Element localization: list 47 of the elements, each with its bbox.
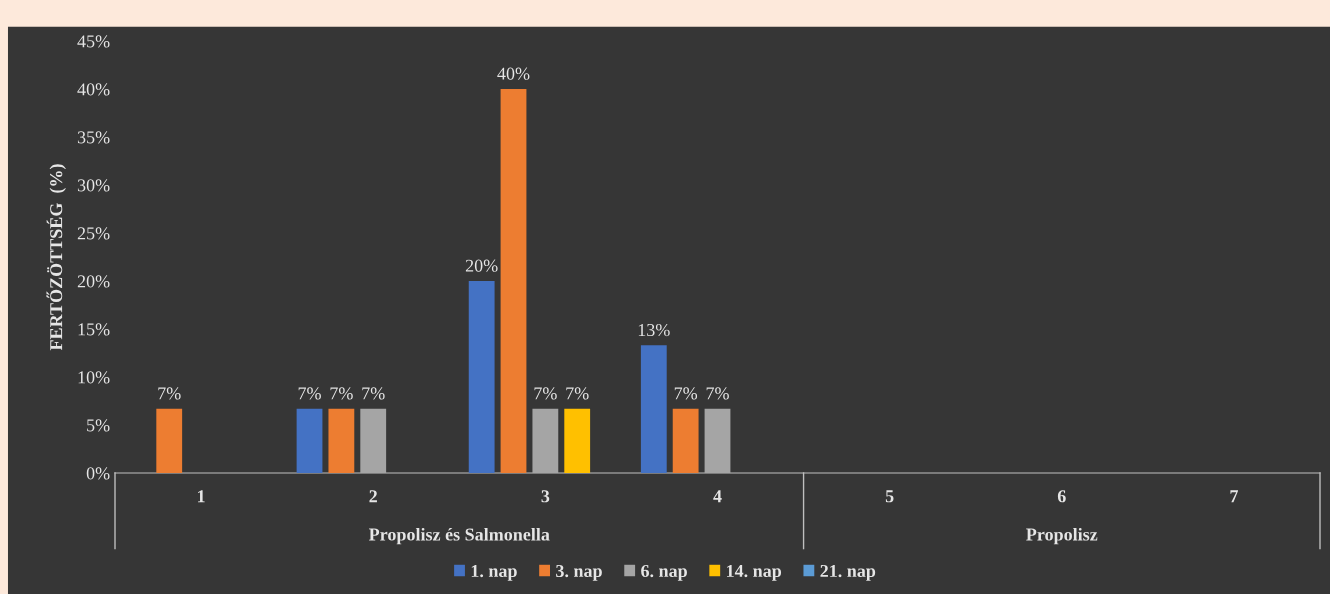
y-tick-label: 15% [78,323,110,336]
bar [296,408,323,473]
x-tick-label: 4 [713,490,722,503]
data-label: 7% [330,387,353,400]
y-tick-label: 45% [77,35,110,48]
y-tick-label: 40% [77,83,110,96]
bar [500,89,527,473]
text: Propolisz és Salmonella [368,527,550,545]
legend-label: 14. nap [727,564,782,581]
y-tick-label: 0% [86,467,110,480]
bar [672,408,699,473]
data-label: 13% [638,323,670,337]
x-tick-label: 1 [198,490,205,503]
y-tick-label: 20% [77,275,110,288]
y-tick-label: 25% [77,227,110,240]
data-label: 20% [465,259,498,272]
data-label: 7% [566,387,589,400]
bar [640,345,667,473]
x-tick-label: 3 [541,490,550,503]
data-label: 7% [158,387,181,400]
legend-label: 3. nap [556,564,602,581]
bar [360,408,387,473]
bar [468,281,495,473]
x-tick-label: 2 [369,490,377,503]
data-label: 7% [298,387,321,400]
y-tick-label: 35% [77,131,110,144]
data-label: 7% [534,387,557,400]
data-label: 7% [706,387,729,400]
legend-label: 6. nap [641,564,687,581]
x-tick-label: 6 [1057,490,1066,503]
bar [156,408,183,473]
bar [532,408,559,473]
text: Propolisz [1026,527,1098,545]
bar [564,408,591,473]
legend-label: 1. nap [471,564,517,581]
legend-label: 21. nap [820,564,876,581]
x-tick-label: 7 [1230,490,1238,503]
y-tick-label: 10% [78,371,110,384]
bar [328,408,355,473]
y-tick-label: 5% [87,419,110,432]
y-tick-label: 30% [77,179,110,192]
data-label: 40% [497,67,530,80]
x-tick-label: 5 [885,490,894,503]
y-axis-title: FERTŐZÖTTSÉG (%) [46,164,66,351]
data-label: 7% [674,387,698,400]
bar [704,408,731,473]
data-label: 7% [362,387,385,400]
